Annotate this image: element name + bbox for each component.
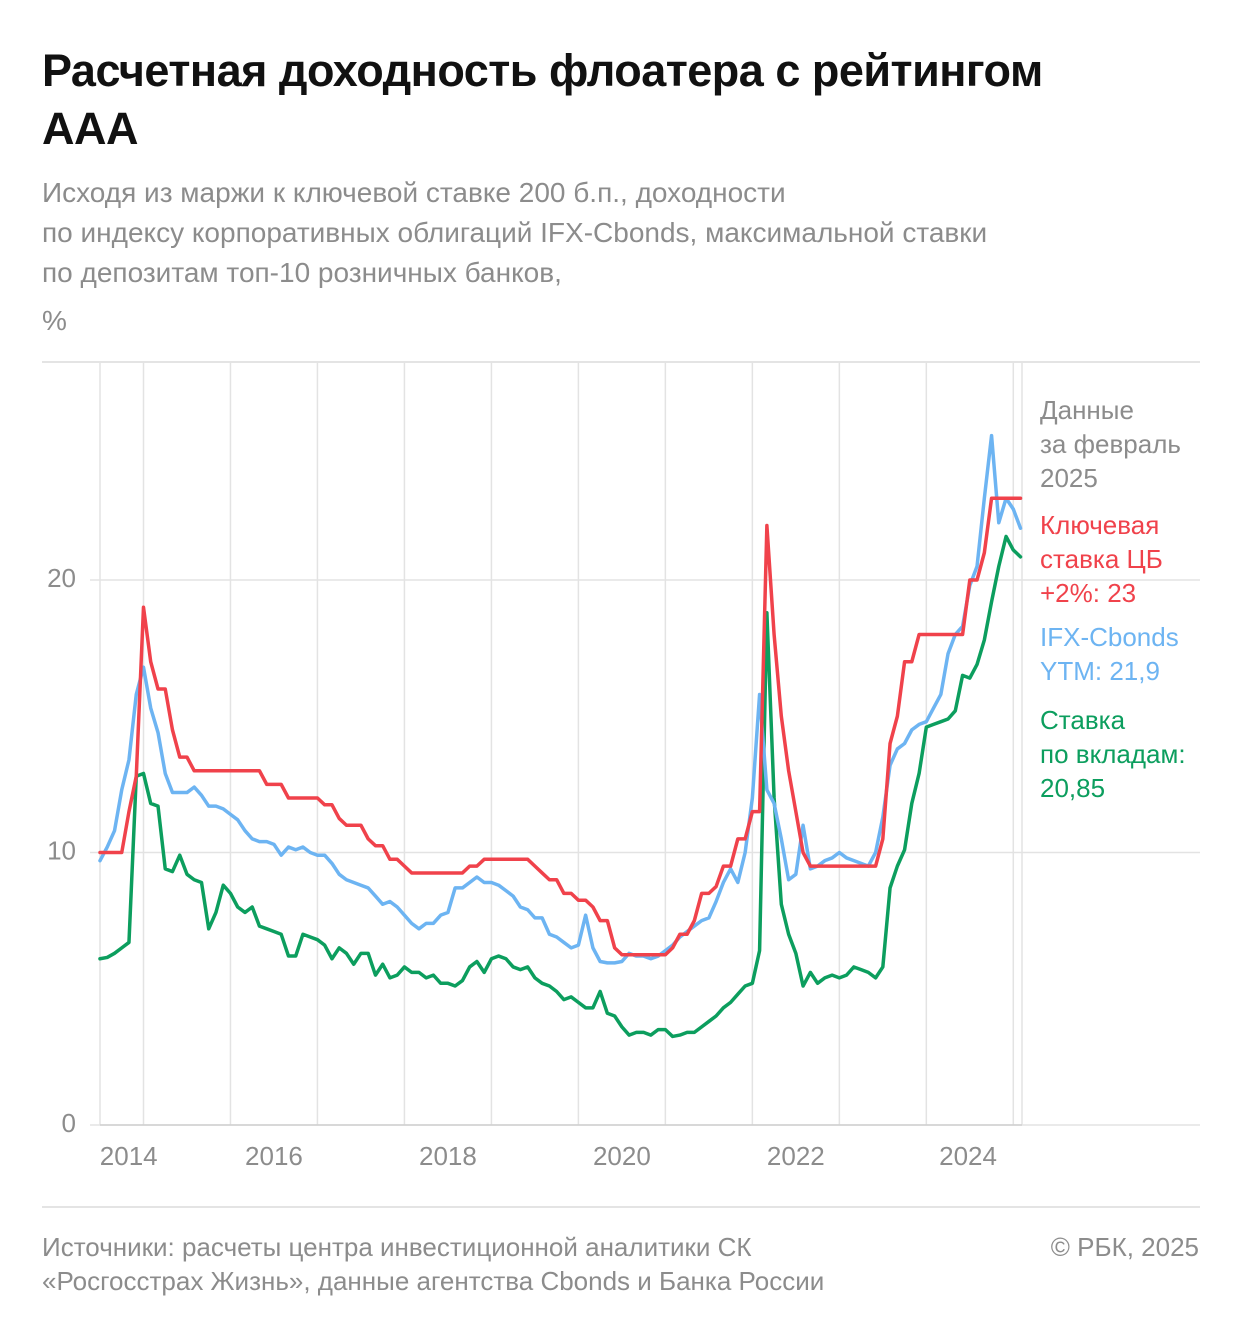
copyright: © РБК, 2025 — [1050, 1232, 1199, 1262]
source: Источники: расчеты центра инвестиционной… — [42, 1232, 825, 1296]
y-axis-label: % — [42, 305, 67, 336]
chart-title: Расчетная доходность флоатера с рейтинго… — [42, 45, 1043, 154]
y-tick-label: 20 — [47, 563, 76, 593]
x-tick-label: 2022 — [767, 1141, 825, 1171]
legend-entry: Ставка по вкладам: 20,85 — [1040, 705, 1186, 803]
y-tick-label: 10 — [47, 835, 76, 865]
series-line — [98, 496, 1023, 957]
legend-entry: IFX-Cbonds YTM: 21,9 — [1040, 622, 1179, 686]
x-tick-label: 2018 — [419, 1141, 477, 1171]
x-tick-label: 2014 — [100, 1141, 158, 1171]
annotation: Данные за февраль 2025 — [1040, 395, 1181, 493]
x-tick-label: 2024 — [939, 1141, 997, 1171]
chart-subtitle: Исходя из маржи к ключевой ставке 200 б.… — [42, 177, 988, 288]
series-line — [98, 534, 1023, 1039]
x-tick-label: 2020 — [593, 1141, 651, 1171]
legend-entry: Ключевая ставка ЦБ +2%: 23 — [1040, 510, 1163, 608]
x-tick-label: 2016 — [245, 1141, 303, 1171]
y-tick-label: 0 — [62, 1108, 76, 1138]
